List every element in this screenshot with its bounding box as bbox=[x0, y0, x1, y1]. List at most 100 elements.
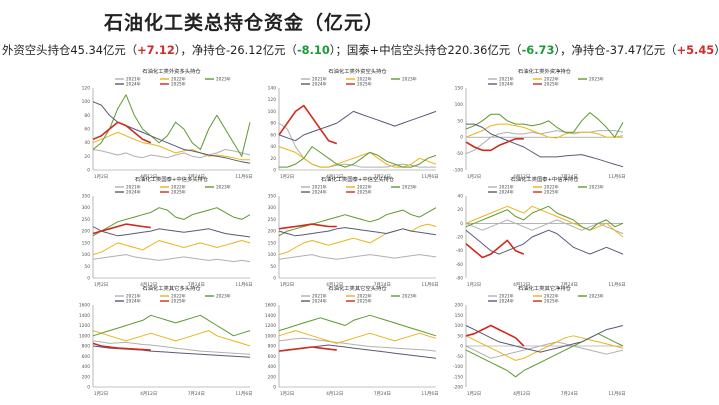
x-tick-label: 7月24日 bbox=[374, 391, 391, 397]
x-tick-label: 4月12日 bbox=[140, 174, 157, 180]
legend-label: 2024年 bbox=[499, 298, 514, 305]
summary-segment: 外资空头持仓45.34亿元（ bbox=[2, 43, 138, 57]
legend-label: 2021年 bbox=[499, 184, 514, 191]
legend-label: 2025年 bbox=[544, 298, 559, 305]
series-line bbox=[92, 121, 152, 144]
y-tick-label: 0 bbox=[460, 344, 463, 350]
legend-label: 2025年 bbox=[357, 298, 372, 305]
series-line bbox=[465, 325, 624, 353]
position-summary: 外资空头持仓45.34亿元（+7.12），净持仓-26.12亿元（-8.10）；… bbox=[2, 42, 719, 58]
series-line bbox=[278, 110, 437, 142]
y-tick-label: 80 bbox=[270, 121, 276, 127]
legend-label: 2022年 bbox=[357, 76, 372, 83]
summary-segment: ）；国泰+中信空头持仓220.36亿元（ bbox=[329, 43, 522, 57]
x-tick-label: 1月2日 bbox=[94, 174, 108, 180]
y-tick-label: 100 bbox=[268, 109, 277, 115]
legend-label: 2023年 bbox=[216, 184, 231, 191]
series-line bbox=[278, 227, 437, 237]
y-tick-label: 1200 bbox=[79, 323, 90, 329]
chart-title: 石油化工类其它多头持仓 bbox=[142, 284, 201, 292]
x-tick-label: 1月2日 bbox=[280, 391, 294, 397]
legend-label: 2022年 bbox=[544, 293, 559, 300]
y-tick-label: 350 bbox=[82, 194, 91, 200]
x-tick-label: 11月6日 bbox=[608, 282, 625, 288]
x-tick-label: 11月6日 bbox=[608, 391, 625, 397]
legend-label: 2024年 bbox=[126, 81, 141, 88]
legend-label: 2021年 bbox=[126, 184, 141, 191]
y-tick-label: 140 bbox=[268, 86, 277, 92]
legend-label: 2021年 bbox=[499, 76, 514, 83]
chart-title: 石油化工类国泰+中信净持仓 bbox=[510, 175, 579, 183]
y-tick-label: 40 bbox=[84, 140, 90, 146]
legend-label: 2024年 bbox=[312, 189, 327, 196]
x-tick-label: 11月6日 bbox=[235, 282, 252, 288]
y-tick-label: 50 bbox=[84, 264, 90, 270]
chart-title: 石油化工类国泰+中信多头持仓 bbox=[135, 175, 209, 183]
legend-label: 2023年 bbox=[402, 76, 417, 83]
y-tick-label: -60 bbox=[456, 262, 463, 268]
legend-label: 2021年 bbox=[126, 76, 141, 83]
series-line bbox=[92, 94, 251, 157]
series-line bbox=[278, 146, 437, 168]
series-line bbox=[466, 123, 624, 168]
y-tick-label: -40 bbox=[456, 248, 463, 254]
y-tick-label: 400 bbox=[268, 364, 277, 370]
y-tick-label: 0 bbox=[460, 221, 463, 227]
series-line bbox=[92, 314, 251, 337]
y-tick-label: 60 bbox=[84, 127, 90, 133]
x-tick-label: 1月2日 bbox=[94, 282, 108, 288]
x-tick-label: 7月24日 bbox=[188, 174, 205, 180]
x-tick-label: 4月12日 bbox=[513, 391, 530, 397]
y-tick-label: 150 bbox=[268, 240, 277, 246]
y-tick-label: -50 bbox=[456, 354, 463, 360]
series-line bbox=[92, 207, 251, 237]
x-tick-label: 1月2日 bbox=[467, 174, 481, 180]
y-tick-label: 100 bbox=[268, 252, 277, 258]
y-tick-label: 1600 bbox=[79, 303, 90, 309]
y-tick-label: 0 bbox=[273, 276, 276, 282]
y-tick-label: 20 bbox=[270, 156, 276, 162]
legend-label: 2023年 bbox=[402, 293, 417, 300]
legend-label: 2023年 bbox=[216, 293, 231, 300]
y-tick-label: 350 bbox=[268, 194, 277, 200]
series-line bbox=[278, 122, 436, 168]
y-tick-label: 1400 bbox=[265, 313, 276, 319]
series-line bbox=[92, 342, 151, 351]
chart-title: 石油化工类外资多头持仓 bbox=[142, 67, 201, 75]
chart-title: 石油化工类国泰+中信空头持仓 bbox=[321, 175, 395, 183]
chart-title: 石油化工类外资空头持仓 bbox=[328, 67, 387, 75]
y-tick-label: 50 bbox=[270, 264, 276, 270]
legend-label: 2025年 bbox=[171, 81, 186, 88]
chart-panel: 石油化工类其它净持仓 2021年 2022年 2023年 2024年 2025年 -200 -… bbox=[453, 284, 626, 397]
legend-label: 2025年 bbox=[171, 298, 186, 305]
y-tick-label: -80 bbox=[456, 276, 463, 282]
series-line bbox=[92, 340, 251, 355]
summary-segment: ），净持仓-26.12亿元（ bbox=[174, 43, 297, 57]
y-tick-label: 200 bbox=[455, 303, 464, 309]
legend-label: 2023年 bbox=[216, 76, 231, 83]
legend-label: 2024年 bbox=[312, 81, 327, 88]
legend-label: 2023年 bbox=[402, 184, 417, 191]
x-tick-label: 7月24日 bbox=[188, 391, 205, 397]
y-tick-label: -200 bbox=[453, 385, 463, 391]
y-tick-label: 300 bbox=[82, 205, 91, 211]
legend-label: 2021年 bbox=[312, 76, 327, 83]
y-tick-label: 800 bbox=[268, 344, 277, 350]
legend-label: 2023年 bbox=[589, 293, 604, 300]
y-tick-label: 50 bbox=[457, 118, 463, 124]
x-tick-label: 4月12日 bbox=[326, 282, 343, 288]
y-tick-label: 100 bbox=[455, 323, 464, 329]
legend-label: 2022年 bbox=[544, 184, 559, 191]
legend-label: 2024年 bbox=[499, 189, 514, 196]
y-tick-label: 50 bbox=[457, 333, 463, 339]
chart-title: 石油化工类其它空头持仓 bbox=[328, 284, 387, 292]
y-tick-label: 1200 bbox=[265, 323, 276, 329]
y-tick-label: 100 bbox=[82, 252, 91, 258]
series-line bbox=[279, 146, 437, 168]
x-tick-label: 7月24日 bbox=[374, 282, 391, 288]
series-line bbox=[465, 205, 624, 231]
